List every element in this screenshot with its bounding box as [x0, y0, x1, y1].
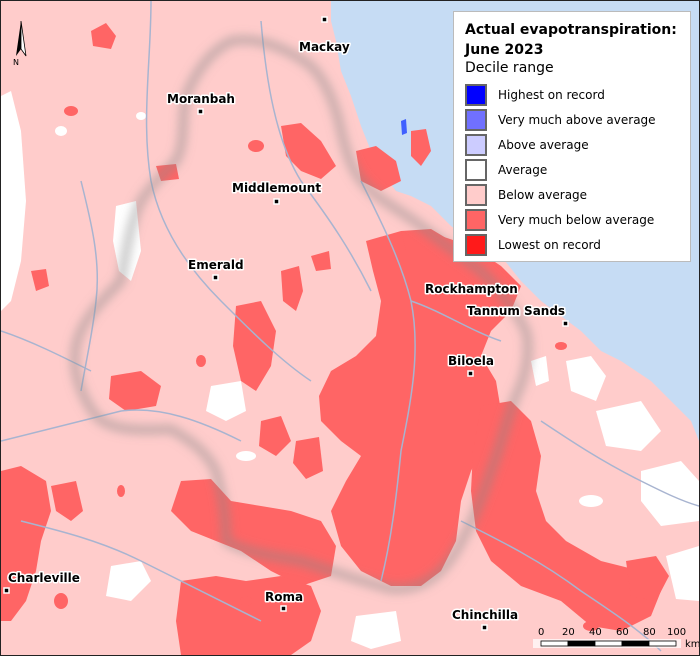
legend-swatch [465, 158, 487, 181]
town-label: Tannum Sands [467, 304, 565, 318]
legend-item: Average [465, 157, 690, 182]
legend-items: Highest on record Very much above average… [465, 82, 690, 257]
town-middlemount[interactable]: Middlemount [231, 180, 323, 205]
town-label: Moranbah [167, 92, 235, 106]
town-label: Middlemount [232, 181, 321, 195]
north-arrow-icon [16, 21, 21, 56]
legend-swatch [465, 133, 487, 156]
legend-item: Very much below average [465, 207, 690, 232]
town-label: Biloela [448, 354, 494, 368]
legend-title-date: June 2023 [465, 42, 544, 58]
legend-subtitle: Decile range [465, 60, 554, 76]
town-rockhampton[interactable]: Rockhampton [424, 281, 520, 298]
legend-item: Lowest on record [465, 232, 690, 257]
town-emerald[interactable]: Emerald [187, 257, 245, 281]
town-label: Chinchilla [452, 608, 518, 622]
town-marker [197, 108, 204, 115]
legend-item: Below average [465, 182, 690, 207]
town-marker [562, 320, 569, 327]
legend-label: Lowest on record [498, 237, 601, 252]
highest-record-patch [401, 119, 407, 135]
town-marker [3, 587, 10, 594]
town-marker [481, 624, 488, 631]
town-marker [280, 605, 287, 612]
legend-label: Highest on record [498, 87, 605, 102]
basin-boundary [70, 36, 532, 594]
legend-item: Very much above average [465, 107, 690, 132]
scale-tick-label: 80 [643, 627, 656, 638]
legend-label: Very much above average [498, 112, 656, 127]
scale-tick-label: 60 [616, 627, 629, 638]
legend-label: Below average [498, 187, 588, 202]
town-roma[interactable]: Roma [264, 589, 305, 612]
scale-unit-label: km [685, 639, 699, 650]
legend-swatch [465, 108, 487, 131]
legend-label: Above average [498, 137, 589, 152]
town-chinchilla[interactable]: Chinchilla [451, 607, 520, 631]
town-moranbah[interactable]: Moranbah [166, 91, 236, 115]
town-label: Roma [265, 590, 303, 604]
scale-tick-label: 40 [589, 627, 602, 638]
scale-tick-label: 100 [667, 627, 686, 638]
legend-swatch [465, 208, 487, 231]
legend-item: Highest on record [465, 82, 690, 107]
legend: Actual evapotranspiration: June 2023 Dec… [453, 11, 691, 262]
legend-swatch [465, 233, 487, 256]
town-marker [273, 198, 280, 205]
scale-tick-label: 20 [562, 627, 575, 638]
town-marker [212, 274, 219, 281]
legend-label: Average [498, 162, 548, 177]
legend-swatch [465, 183, 487, 206]
town-marker [467, 370, 474, 377]
scale-bar: 0 20 40 60 80 100 km [533, 627, 699, 650]
town-label: Mackay [299, 40, 350, 54]
scale-tick-label: 0 [538, 627, 544, 638]
town-biloela[interactable]: Biloela [447, 353, 495, 377]
legend-label: Very much below average [498, 212, 655, 227]
town-mackay[interactable]: Mackay [298, 16, 351, 56]
town-label: Rockhampton [425, 282, 518, 296]
north-arrow: N [13, 20, 27, 67]
legend-item: Above average [465, 132, 690, 157]
town-marker [321, 16, 328, 23]
town-label: Charleville [8, 571, 80, 585]
town-label: Emerald [188, 258, 244, 272]
town-tannum-sands[interactable]: Tannum Sands [466, 303, 569, 327]
north-label: N [13, 58, 19, 67]
legend-title: Actual evapotranspiration: [465, 22, 677, 38]
town-charleville[interactable]: Charleville [3, 570, 81, 594]
legend-swatch [465, 83, 487, 106]
